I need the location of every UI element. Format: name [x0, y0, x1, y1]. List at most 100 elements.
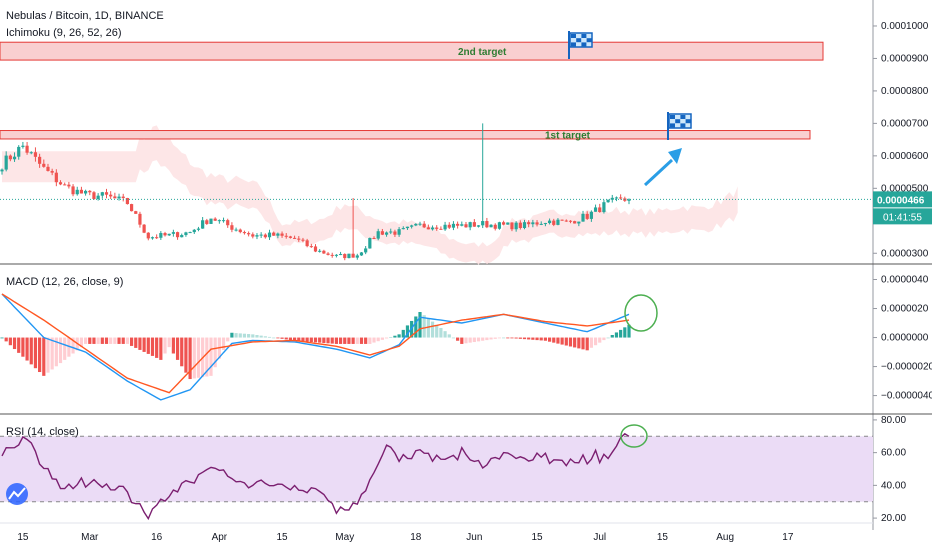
candle-body [217, 220, 221, 222]
candle-body [63, 184, 67, 186]
candle-body [401, 228, 405, 230]
macd-histogram-bar [522, 337, 527, 340]
macd-histogram-bar [593, 337, 598, 346]
macd-histogram-bar [96, 337, 100, 344]
candle-body [134, 211, 138, 214]
price-tick-label: 0.0000300 [881, 248, 929, 259]
macd-histogram-bar [397, 334, 401, 338]
candle-body [221, 220, 226, 222]
candle-body [418, 223, 422, 225]
macd-histogram-bar [293, 337, 297, 341]
x-tick-label: May [335, 532, 354, 543]
x-tick-label: 18 [410, 532, 422, 543]
macd-histogram-bar [259, 335, 263, 338]
candle-body [25, 145, 29, 153]
candle-body [614, 197, 619, 199]
macd-histogram-bar [117, 337, 121, 344]
macd-histogram-bar [113, 337, 117, 344]
candle-body [150, 237, 155, 239]
candle-body [322, 250, 326, 254]
flag-icon [685, 119, 691, 124]
candle-body [451, 223, 456, 228]
macd-histogram-bar [606, 337, 610, 339]
candle-body [552, 220, 556, 225]
macd-histogram-bar [276, 337, 280, 339]
macd-histogram-bar [568, 337, 573, 347]
macd-histogram-bar [334, 337, 338, 344]
macd-histogram-bar [330, 337, 334, 344]
candle-body [543, 223, 547, 225]
macd-histogram-bar [518, 337, 522, 339]
macd-tick-label: −0.0000020 [881, 362, 932, 373]
macd-histogram-bar [226, 337, 230, 342]
macd-histogram-bar [493, 337, 497, 339]
candle-body [619, 197, 623, 199]
candle-body [121, 196, 125, 198]
macd-tick-label: 0.0000020 [881, 304, 929, 315]
macd-histogram-bar [472, 337, 476, 343]
candle-body [443, 224, 447, 230]
candle-body [54, 172, 58, 183]
macd-tick-label: −0.0000040 [881, 391, 932, 402]
candle-body [209, 218, 213, 224]
macd-histogram-bar [343, 337, 347, 344]
candle-body [577, 221, 581, 224]
macd-histogram-bar [598, 337, 602, 343]
macd-histogram-bar [456, 337, 460, 341]
x-tick-label: 17 [782, 532, 794, 543]
macd-label: MACD (12, 26, close, 9) [6, 276, 124, 288]
macd-histogram-bar [205, 337, 209, 377]
flag-icon [571, 42, 576, 47]
candle-body [159, 233, 163, 238]
candle-body [410, 225, 414, 227]
macd-histogram-bar [376, 337, 380, 342]
macd-histogram-bar [88, 337, 92, 344]
flag-icon [680, 123, 686, 128]
x-tick-label: Mar [81, 532, 99, 543]
macd-histogram-bar [63, 337, 67, 360]
candle-body [205, 220, 209, 224]
candle-body [330, 254, 334, 256]
macd-histogram-bar [12, 337, 17, 350]
macd-histogram-bar [347, 337, 351, 344]
flag-icon [581, 42, 587, 47]
candle-body [280, 233, 284, 236]
candle-body [230, 225, 234, 230]
rsi-band [0, 436, 873, 502]
macd-histogram-bar [251, 334, 255, 338]
macd-histogram-bar [460, 337, 464, 344]
macd-histogram-bar [21, 337, 25, 357]
macd-histogram-bar [489, 337, 493, 340]
macd-histogram-bar [464, 337, 468, 344]
candle-body [439, 228, 443, 230]
candle-body [343, 254, 347, 259]
macd-histogram-bar [150, 337, 155, 356]
macd-histogram-bar [531, 337, 535, 340]
macd-histogram-bar [25, 337, 29, 361]
macd-histogram-bar [71, 337, 75, 354]
macd-histogram-bar [121, 337, 125, 344]
macd-histogram-bar [297, 337, 301, 342]
candle-body [384, 232, 389, 235]
candle-body [472, 222, 476, 227]
candle-body [305, 240, 309, 247]
candle-body [334, 254, 338, 256]
candle-body [213, 218, 217, 221]
macd-histogram-bar [414, 316, 418, 338]
candle-body [368, 237, 372, 249]
candle-body [109, 194, 113, 197]
candle-body [535, 222, 539, 225]
macd-histogram-bar [535, 337, 539, 341]
candle-body [627, 199, 631, 201]
candle-body [38, 156, 42, 164]
macd-histogram-bar [67, 337, 71, 357]
candle-body [522, 222, 527, 228]
macd-histogram-bar [100, 337, 104, 344]
candle-body [313, 246, 318, 252]
macd-histogram-bar [564, 337, 568, 346]
candle-body [585, 213, 589, 219]
candle-body [284, 235, 288, 237]
candle-body [372, 237, 376, 239]
macd-histogram-bar [159, 337, 163, 360]
